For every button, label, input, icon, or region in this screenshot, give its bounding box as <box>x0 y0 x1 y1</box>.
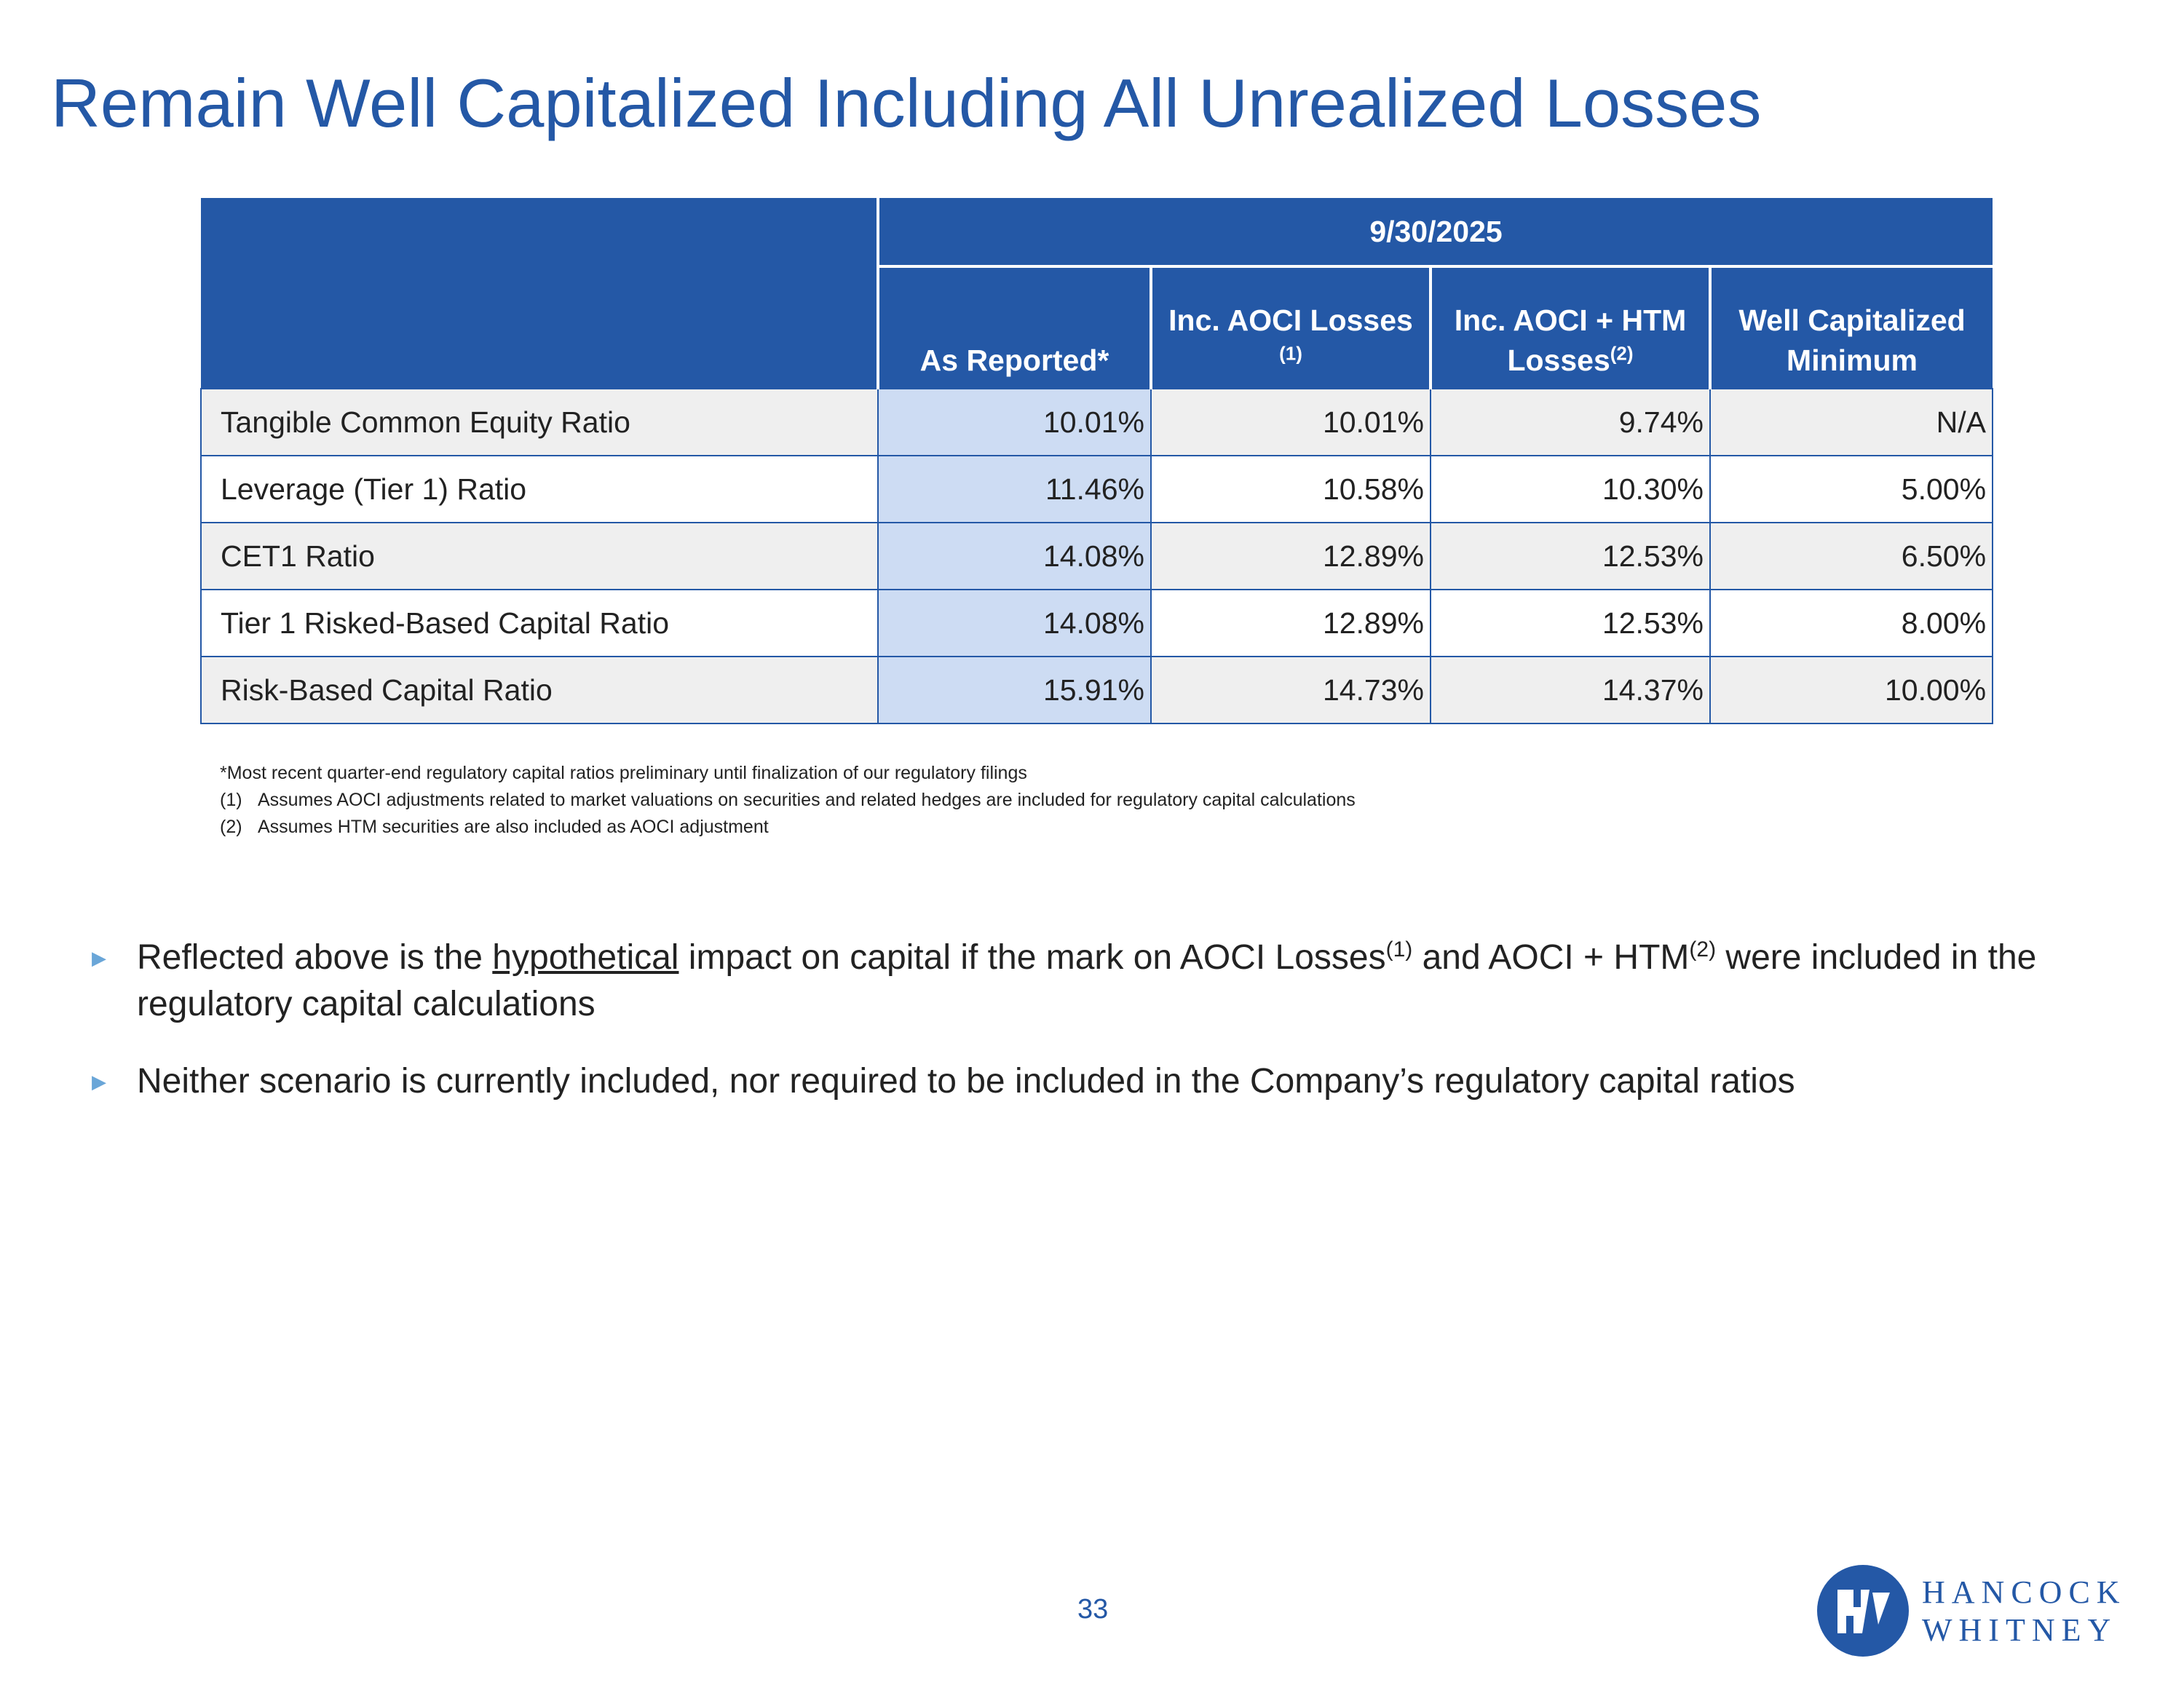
table-row: Risk-Based Capital Ratio 15.91% 14.73% 1… <box>200 656 1994 724</box>
cell-well-capitalized: 10.00% <box>1709 656 1994 724</box>
cell-as-reported: 10.01% <box>877 388 1152 456</box>
cell-inc-aoci: 10.58% <box>1150 455 1431 523</box>
bullet-arrow-icon: ▶ <box>92 1071 106 1093</box>
col-header-as-reported: As Reported* <box>878 266 1151 389</box>
footnote-star: *Most recent quarter-end regulatory capi… <box>220 763 1027 783</box>
cell-as-reported: 14.08% <box>877 589 1152 657</box>
footnote-text: Assumes HTM securities are also included… <box>258 817 769 837</box>
table-row: Tangible Common Equity Ratio 10.01% 10.0… <box>200 388 1994 456</box>
brand-wordmark: HANCOCK WHITNEY <box>1922 1574 2126 1648</box>
date-header: 9/30/2025 <box>878 198 1993 268</box>
row-label: Tier 1 Risked-Based Capital Ratio <box>200 589 879 657</box>
footnote-text: Assumes AOCI adjustments related to mark… <box>258 790 1356 810</box>
row-label: Leverage (Tier 1) Ratio <box>200 455 879 523</box>
cell-inc-aoci-htm: 9.74% <box>1430 388 1711 456</box>
bullet-item: ▶ Neither scenario is currently included… <box>92 1058 2101 1105</box>
cell-inc-aoci-htm: 10.30% <box>1430 455 1711 523</box>
footnote-number: (1) <box>220 790 242 810</box>
footnote-number: (2) <box>220 817 242 837</box>
page-title: Remain Well Capitalized Including All Un… <box>51 65 1762 141</box>
col-header-inc-aoci: Inc. AOCI Losses (1) <box>1150 266 1431 389</box>
cell-inc-aoci: 14.73% <box>1150 656 1431 724</box>
table-row: CET1 Ratio 14.08% 12.89% 12.53% 6.50% <box>200 522 1994 590</box>
cell-inc-aoci-htm: 14.37% <box>1430 656 1711 724</box>
footnote-1: (1) Assumes AOCI adjustments related to m… <box>220 787 1356 814</box>
row-label: CET1 Ratio <box>200 522 879 590</box>
capital-ratios-table: 9/30/2025 As Reported* Inc. AOCI Losses … <box>200 198 1994 724</box>
cell-inc-aoci-htm: 12.53% <box>1430 589 1711 657</box>
cell-well-capitalized: N/A <box>1709 388 1994 456</box>
cell-well-capitalized: 8.00% <box>1709 589 1994 657</box>
bullet-list: ▶ Reflected above is the hypothetical im… <box>92 935 2101 1135</box>
col-header-well-capitalized: Well Capitalized Minimum <box>1708 266 1993 389</box>
cell-inc-aoci-htm: 12.53% <box>1430 522 1711 590</box>
table-row: Leverage (Tier 1) Ratio 11.46% 10.58% 10… <box>200 455 1994 523</box>
cell-as-reported: 14.08% <box>877 522 1152 590</box>
underlined-text: hypothetical <box>492 938 679 977</box>
header-corner <box>201 198 879 389</box>
cell-inc-aoci: 10.01% <box>1150 388 1431 456</box>
row-label: Tangible Common Equity Ratio <box>200 388 879 456</box>
footnote-2: (2) Assumes HTM securities are also inclu… <box>220 814 1356 841</box>
cell-well-capitalized: 5.00% <box>1709 455 1994 523</box>
row-label: Risk-Based Capital Ratio <box>200 656 879 724</box>
cell-inc-aoci: 12.89% <box>1150 589 1431 657</box>
bullet-item: ▶ Reflected above is the hypothetical im… <box>92 935 2101 1028</box>
hancock-whitney-logo-icon <box>1817 1565 1909 1657</box>
table-row: Tier 1 Risked-Based Capital Ratio 14.08%… <box>200 589 1994 657</box>
footnotes: *Most recent quarter-end regulatory capi… <box>220 760 1356 841</box>
cell-well-capitalized: 6.50% <box>1709 522 1994 590</box>
cell-as-reported: 15.91% <box>877 656 1152 724</box>
bullet-arrow-icon: ▶ <box>92 947 106 969</box>
cell-inc-aoci: 12.89% <box>1150 522 1431 590</box>
cell-as-reported: 11.46% <box>877 455 1152 523</box>
page-number: 33 <box>1077 1594 1109 1625</box>
col-header-inc-aoci-htm: Inc. AOCI + HTM Losses(2) <box>1429 266 1710 389</box>
